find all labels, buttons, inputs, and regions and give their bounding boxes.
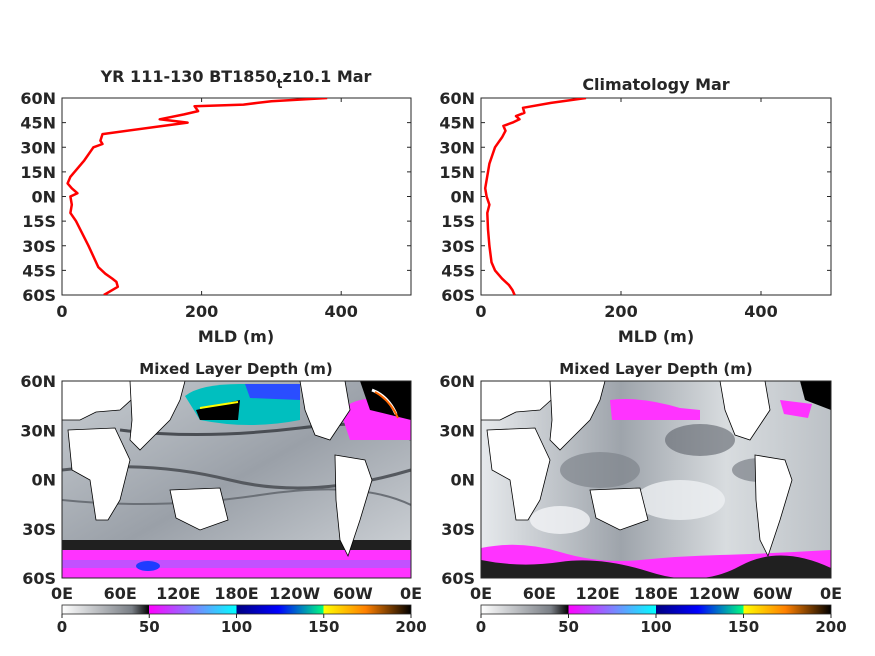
x-axis-label: MLD (m) <box>618 327 694 346</box>
y-tick-label: 30S <box>441 237 475 256</box>
x-tick-label: 400 <box>744 302 777 321</box>
y-axis-ticks: 60N 45N 30N 15N 0N 15S 30S 45S 60S <box>20 89 411 305</box>
x-axis-ticks: 0E 60E 120E 180E 120W 60W 0E <box>51 584 422 603</box>
y-tick-label: 0N <box>450 188 475 207</box>
x-tick-label: 0E <box>470 584 492 603</box>
x-tick-label: 0E <box>51 584 73 603</box>
chart-title-model: YR 111-130 BT1850tz10.1 Mar <box>100 67 372 91</box>
y-tick-label: 15S <box>22 212 56 231</box>
colorbar-tick-label: 150 <box>728 618 759 636</box>
y-tick-label: 30S <box>22 520 56 539</box>
x-tick-label: 180E <box>214 584 258 603</box>
map-heatmap-climatology: Mixed Layer Depth (m) 60N 30N 0N 30S 60S <box>439 360 846 636</box>
x-axis-ticks: 0 200 400 <box>475 98 778 321</box>
y-tick-label: 15S <box>441 212 475 231</box>
y-tick-label: 30N <box>20 421 56 440</box>
x-tick-label: 60E <box>523 584 556 603</box>
y-tick-label: 30N <box>439 421 475 440</box>
map-frame <box>61 380 412 579</box>
y-axis-ticks: 60N 45N 30N 15N 0N 15S 30S 45S 60S <box>439 89 831 305</box>
y-tick-label: 30N <box>439 138 475 157</box>
x-tick-label: 400 <box>324 302 357 321</box>
x-tick-label: 120W <box>689 584 740 603</box>
colorbar-tick-label: 0 <box>57 618 67 636</box>
x-tick-label: 0 <box>475 302 486 321</box>
y-tick-label: 60N <box>20 89 56 108</box>
x-tick-label: 120E <box>156 584 200 603</box>
y-tick-label: 60S <box>22 286 56 305</box>
colorbar-tick-label: 100 <box>221 618 252 636</box>
mld-profile-line <box>66 98 328 295</box>
x-tick-label: 60E <box>104 584 137 603</box>
colorbar-tick-label: 50 <box>558 618 579 636</box>
y-tick-label: 30N <box>20 138 56 157</box>
map-frame <box>480 380 832 579</box>
x-tick-label: 60W <box>333 584 373 603</box>
colorbar-ticks: 0 50 100 150 200 <box>57 614 427 636</box>
line-chart-model: YR 111-130 BT1850tz10.1 Mar 60N 45N 30N 15N… <box>20 67 412 346</box>
x-tick-label: 0E <box>820 584 842 603</box>
x-tick-label: 60W <box>753 584 793 603</box>
y-tick-label: 45N <box>20 114 56 133</box>
y-tick-label: 30S <box>22 237 56 256</box>
x-tick-label: 0E <box>400 584 422 603</box>
line-chart-climatology: Climatology Mar 60N45N30N15N0N15S30S45S6… <box>439 75 832 346</box>
map-heatmap-model: Mixed Layer Depth (m) <box>20 360 426 636</box>
chart-title-climatology: Climatology Mar <box>582 75 729 94</box>
y-tick-label: 60S <box>441 286 475 305</box>
colorbar-tick-label: 50 <box>139 618 160 636</box>
y-tick-label: 45S <box>22 261 56 280</box>
y-axis-ticks: 60N 30N 0N 30S 60S <box>20 372 56 588</box>
mld-profile-line <box>483 98 587 295</box>
y-tick-label: 30S <box>441 520 475 539</box>
colorbar-tick-label: 200 <box>395 618 426 636</box>
x-tick-label: 180E <box>634 584 678 603</box>
colorbar-tick-label: 100 <box>640 618 671 636</box>
y-tick-label: 60S <box>441 569 475 588</box>
x-tick-label: 120W <box>269 584 320 603</box>
colorbar <box>61 604 412 615</box>
y-tick-label: 60S <box>22 569 56 588</box>
x-tick-label: 0 <box>56 302 67 321</box>
x-tick-label: 200 <box>604 302 637 321</box>
y-tick-label: 15N <box>20 163 56 182</box>
y-tick-label: 45N <box>439 114 475 133</box>
x-axis-ticks: 0 200 400 <box>56 98 358 321</box>
y-tick-label: 0N <box>31 471 56 490</box>
x-axis-label: MLD (m) <box>198 327 274 346</box>
y-tick-label: 60N <box>20 372 56 391</box>
y-tick-label: 45S <box>441 261 475 280</box>
colorbar-tick-label: 0 <box>476 618 486 636</box>
x-tick-label: 200 <box>185 302 218 321</box>
y-axis-ticks: 60N 30N 0N 30S 60S <box>439 372 475 588</box>
y-tick-label: 60N <box>439 89 475 108</box>
colorbar <box>480 604 832 615</box>
map-field <box>481 381 831 578</box>
x-axis-ticks: 0E 60E 120E 180E 120W 60W 0E <box>470 584 842 603</box>
plot-area <box>480 97 832 296</box>
x-tick-label: 120E <box>576 584 620 603</box>
y-tick-label: 0N <box>450 471 475 490</box>
colorbar-tick-label: 200 <box>815 618 846 636</box>
y-tick-label: 0N <box>31 188 56 207</box>
map-title: Mixed Layer Depth (m) <box>139 360 332 378</box>
plot-area <box>61 97 412 296</box>
map-title: Mixed Layer Depth (m) <box>559 360 752 378</box>
colorbar-ticks: 0 50 100 150 200 <box>476 614 847 636</box>
map-field <box>62 381 411 578</box>
y-tick-label: 60N <box>439 372 475 391</box>
colorbar-tick-label: 150 <box>308 618 339 636</box>
y-tick-label: 15N <box>439 163 475 182</box>
